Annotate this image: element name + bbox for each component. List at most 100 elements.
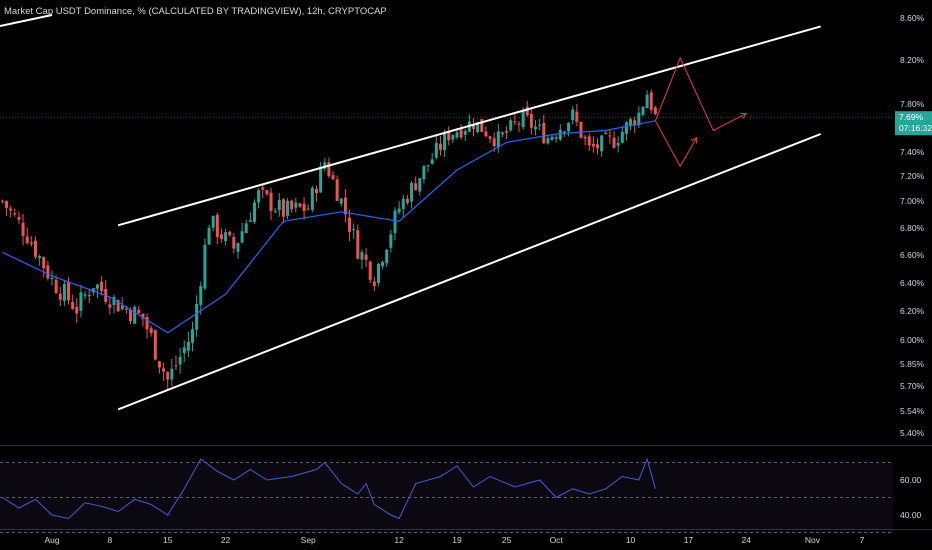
candle-body — [397, 208, 401, 213]
price-tick-label: 5.40% — [900, 428, 925, 438]
candle-body — [170, 368, 174, 380]
candle-body — [430, 159, 434, 164]
price-tick-label: 5.54% — [900, 406, 925, 416]
candle-body — [58, 293, 62, 300]
candle-body — [331, 175, 335, 180]
candle-body — [215, 214, 219, 238]
projection-path-up — [654, 56, 747, 132]
candle-body — [29, 242, 33, 244]
candle-body — [129, 309, 133, 322]
candle-body — [153, 330, 157, 360]
price-tick-label: 6.20% — [900, 306, 925, 316]
candle-body — [348, 217, 352, 232]
candle-body — [385, 249, 389, 264]
candle-body — [21, 222, 25, 237]
candle-body — [314, 188, 318, 194]
candle-body — [521, 109, 525, 128]
candle-body — [550, 136, 554, 140]
candle-body — [33, 240, 37, 257]
candle-body — [166, 372, 170, 380]
candle-body — [360, 252, 364, 260]
candle-body — [261, 187, 265, 190]
candle-body — [472, 124, 476, 130]
candle-body — [178, 356, 182, 365]
candle-body — [434, 143, 438, 158]
candle-body — [596, 144, 600, 149]
candle-body — [525, 106, 529, 116]
chart-title: Market Cap USDT Dominance, % (CALCULATED… — [4, 6, 387, 17]
candle-body — [75, 306, 79, 314]
rsi-line — [2, 457, 656, 520]
candle-body — [112, 296, 116, 306]
candle-body — [133, 306, 137, 324]
candle-body — [137, 309, 141, 313]
candle-body — [228, 231, 232, 236]
time-tick-label: 15 — [163, 535, 173, 545]
candle-body — [207, 227, 211, 245]
price-tick-label: 7.40% — [900, 147, 925, 157]
candle-body — [46, 265, 50, 279]
candle-body — [335, 179, 339, 201]
candle-body — [629, 119, 633, 126]
candle-body — [641, 106, 645, 115]
candle-body — [120, 305, 124, 310]
candle-body — [310, 187, 314, 210]
candle-body — [414, 183, 418, 191]
candle-body — [79, 292, 83, 311]
candle-body — [608, 135, 612, 137]
candle-body — [191, 329, 195, 343]
candle-body — [25, 236, 29, 243]
candle-body — [624, 122, 628, 134]
time-tick-label: Oct — [550, 535, 564, 545]
candle-body — [426, 165, 430, 167]
candle-body — [0, 200, 4, 202]
channel-lower-line — [117, 133, 822, 411]
candle-body — [616, 142, 620, 146]
candle-body — [513, 121, 517, 123]
time-tick-label: 10 — [626, 535, 636, 545]
time-tick-label: 17 — [684, 535, 694, 545]
candle-body — [290, 200, 294, 210]
candle-body — [219, 234, 223, 239]
candle-body — [277, 199, 281, 210]
candle-body — [257, 190, 261, 203]
time-tick-label: 22 — [221, 535, 231, 545]
candle-body — [83, 294, 87, 296]
price-tick-label: 6.80% — [900, 223, 925, 233]
time-tick-label: 12 — [394, 535, 404, 545]
candle-body — [505, 130, 509, 133]
time-tick-label: Nov — [805, 535, 821, 545]
candle-body — [604, 132, 608, 135]
candle-body — [591, 143, 595, 147]
candle-body — [571, 109, 575, 121]
price-tick-label: 6.60% — [900, 250, 925, 260]
candle-body — [116, 300, 120, 312]
candle-body — [232, 236, 236, 249]
candle-body — [517, 123, 521, 125]
candle-body — [141, 313, 145, 319]
candle-body — [583, 136, 587, 139]
candle-body — [476, 122, 480, 132]
candle-body — [87, 295, 91, 297]
time-tick-label: Sep — [301, 535, 316, 545]
countdown-label: 07:16:32 — [899, 123, 932, 133]
candle-body — [71, 302, 75, 309]
projection-path-down — [654, 120, 698, 168]
candle-body — [422, 165, 426, 180]
candle-body — [463, 130, 467, 135]
candle-body — [108, 304, 112, 308]
rsi-tick-label: 60.00 — [900, 475, 922, 485]
candle-body — [42, 257, 46, 269]
rsi-tick-label: 40.00 — [900, 510, 922, 520]
candle-body — [529, 114, 533, 128]
price-tick-label: 7.80% — [900, 99, 925, 109]
price-tick-label: 8.20% — [900, 55, 925, 65]
candle-body — [211, 215, 215, 228]
candle-body — [302, 203, 306, 212]
candles — [0, 89, 657, 389]
time-tick-label: 25 — [502, 535, 512, 545]
candle-body — [372, 281, 376, 286]
candle-body — [244, 223, 248, 234]
candle-body — [199, 286, 203, 305]
